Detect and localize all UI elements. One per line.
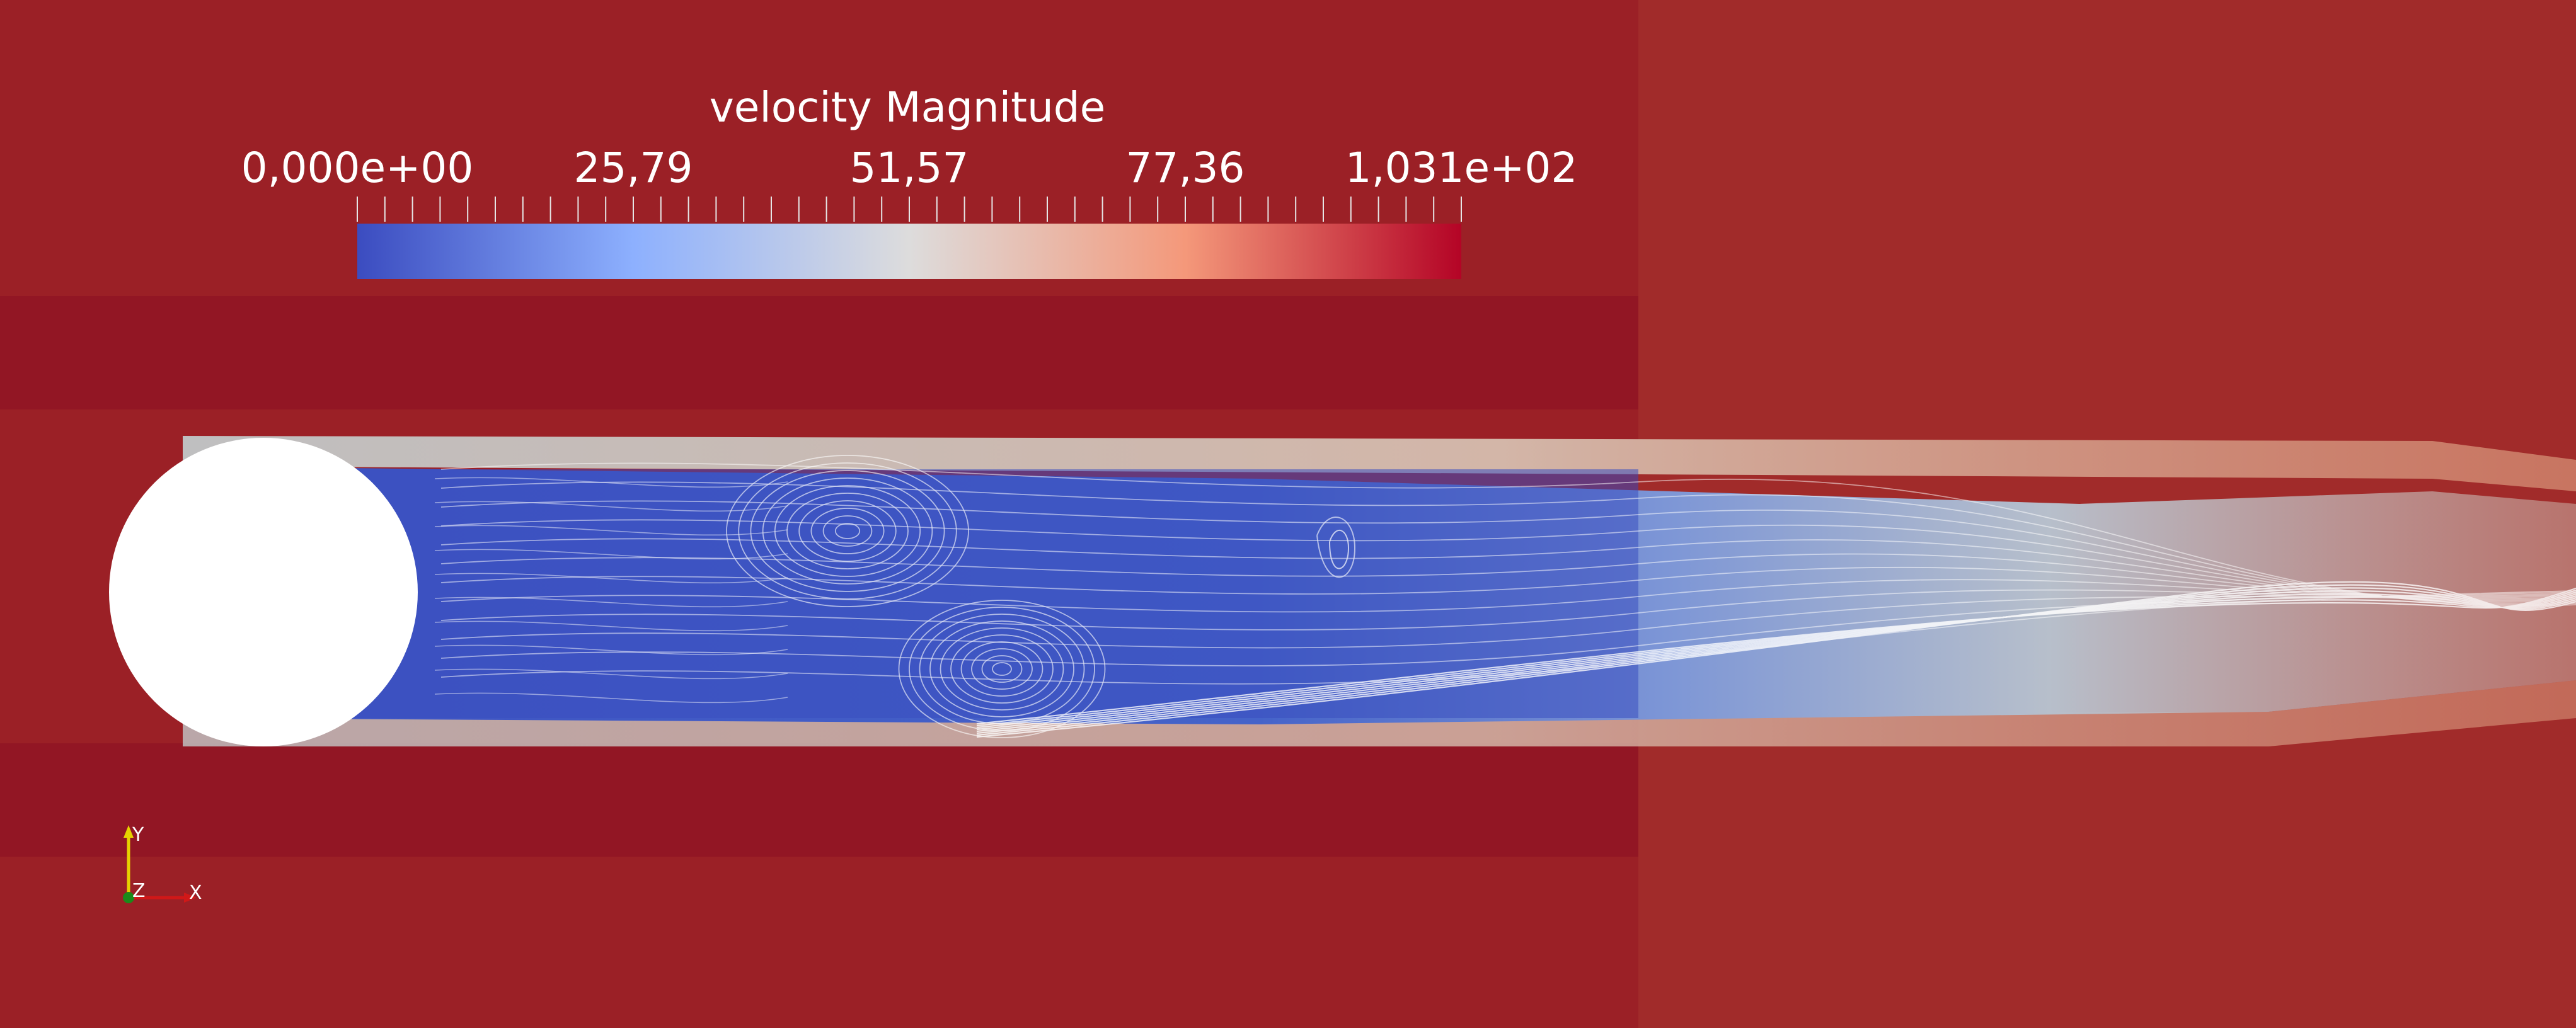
streamline	[434, 525, 788, 536]
streamline	[434, 477, 788, 488]
streamline	[440, 500, 2576, 604]
axis-x-arrow	[184, 893, 197, 903]
streamline	[786, 493, 909, 569]
streamline	[950, 634, 1054, 704]
streamline	[774, 485, 921, 577]
streamline	[434, 692, 788, 704]
legend-tick-label: 77,36	[1125, 144, 1245, 192]
cylinder-obstacle	[109, 438, 418, 746]
streamline	[434, 573, 788, 584]
axis-x-label: X	[189, 882, 202, 904]
streamline	[822, 515, 873, 547]
streamline	[726, 455, 969, 607]
streamline	[976, 587, 2576, 725]
legend-tick-label: 1,031e+02	[1345, 144, 1578, 192]
axis-y-label: Y	[132, 824, 144, 846]
streamline	[909, 607, 1095, 731]
legend-tick-label: 51,57	[849, 144, 969, 192]
streamline	[434, 549, 788, 560]
streamline	[919, 614, 1085, 724]
legend-title: velocity Magnitude	[709, 83, 1106, 132]
color-bar-ticks	[357, 197, 1462, 222]
axis-z-label: Z	[132, 880, 146, 902]
streamline	[440, 519, 2576, 603]
streamline	[434, 597, 788, 608]
streamline	[992, 662, 1012, 676]
axis-z-dot	[123, 892, 134, 903]
streamline	[440, 566, 2576, 600]
streamline	[434, 620, 788, 632]
streamline	[738, 462, 957, 600]
streamline	[981, 655, 1023, 683]
streamlines	[434, 455, 2576, 738]
streamline	[440, 462, 2576, 607]
streamline	[898, 600, 1106, 738]
streamline	[750, 470, 945, 592]
streamline	[971, 648, 1033, 690]
streamline	[940, 627, 1064, 711]
color-bar	[357, 224, 1461, 279]
legend-tick-label: 0,000e+00	[241, 144, 474, 192]
freestream-band-upper	[0, 296, 1638, 409]
streamline	[834, 523, 861, 539]
axis-y-arrow	[124, 825, 134, 838]
streamline	[960, 641, 1044, 697]
streamline	[810, 508, 885, 554]
streamline	[929, 620, 1074, 717]
shear-layer-top	[183, 436, 2576, 491]
legend-tick-label: 25,79	[573, 144, 693, 192]
streamline	[1329, 529, 1350, 569]
freestream-band-lower	[0, 743, 1638, 857]
streamline	[440, 481, 2576, 605]
streamline	[762, 477, 933, 585]
streamline	[434, 644, 788, 656]
streamline	[434, 668, 788, 680]
streamline	[798, 500, 897, 562]
streamline	[434, 501, 788, 512]
streamline	[440, 538, 2576, 602]
streamline	[1316, 517, 1356, 578]
